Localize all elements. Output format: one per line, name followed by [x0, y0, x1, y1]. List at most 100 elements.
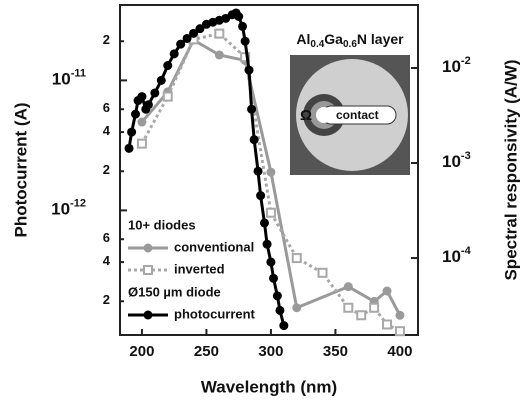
marker [156, 75, 166, 85]
marker [244, 65, 254, 75]
marker [240, 52, 251, 63]
marker [275, 305, 285, 315]
marker [382, 319, 393, 330]
marker [143, 243, 153, 253]
tick-label-exponent: -11 [71, 67, 86, 79]
marker [130, 109, 140, 119]
marker [343, 302, 354, 313]
marker [382, 286, 392, 296]
marker [291, 253, 302, 264]
marker [249, 135, 259, 145]
x-tick-label: 400 [387, 343, 412, 360]
marker [262, 239, 272, 249]
marker [137, 117, 147, 127]
tick-label: 2 [103, 293, 110, 308]
x-tick-label: 300 [258, 343, 283, 360]
tick-label-base: 4 [103, 254, 111, 269]
x-tick-label: 250 [194, 343, 219, 360]
x-axis-label: Wavelength (nm) [201, 377, 337, 396]
marker [356, 310, 367, 321]
tick-label: 10-2 [442, 55, 471, 77]
marker [256, 191, 266, 201]
marker [163, 61, 173, 71]
y2-axis-label: Spectral responsivity (A/W) [501, 59, 520, 280]
marker [369, 302, 380, 313]
legend-header: 10+ diodes [128, 217, 196, 232]
marker [136, 138, 147, 149]
tick-label-base: 10 [442, 153, 461, 172]
inset-omega: Ω [300, 107, 312, 124]
tick-label-base: 2 [103, 33, 110, 48]
marker [253, 166, 263, 176]
tick-label-base: 6 [103, 101, 110, 116]
y-axis-label: Photocurrent (A) [11, 102, 30, 237]
inset-title-part: Ga [324, 31, 343, 47]
legend-label: photocurrent [174, 306, 256, 321]
legend-label: inverted [174, 261, 225, 276]
tick-label: 10-12 [51, 197, 86, 219]
marker [182, 33, 192, 43]
marker [214, 50, 224, 60]
inset-title-sub: 0.6 [343, 39, 357, 50]
inset-title-part: Al [296, 31, 310, 47]
marker [214, 28, 225, 39]
x-tick-label: 350 [323, 343, 348, 360]
tick-label-base: 10 [51, 200, 70, 219]
tick-label-base: 2 [103, 293, 110, 308]
tick-label-base: 4 [103, 124, 111, 139]
inset-contact-label: contact [336, 108, 379, 122]
tick-label-exponent: -12 [70, 197, 86, 209]
marker [238, 21, 248, 31]
inset-title: Al0.4Ga0.6N layer [296, 31, 404, 50]
marker [272, 291, 282, 301]
marker [189, 28, 199, 38]
legend-item: conventional [128, 239, 254, 254]
marker [143, 265, 153, 275]
marker [317, 267, 328, 278]
marker [292, 303, 302, 313]
marker [234, 11, 244, 21]
tick-label: 2 [103, 33, 110, 48]
tick-label: 6 [103, 231, 110, 246]
marker [127, 127, 137, 137]
tick-label: 4 [103, 124, 111, 139]
marker [162, 91, 173, 102]
tick-label-base: 10 [52, 70, 71, 89]
inset: Ω contact Al0.4Ga0.6N layer [290, 31, 410, 175]
legend-header: Ø150 µm diode [128, 284, 221, 299]
tick-label-base: 6 [103, 231, 110, 246]
marker [343, 282, 353, 292]
marker [279, 321, 289, 331]
legend-item: inverted [128, 261, 225, 276]
inset-title-sub: 0.4 [310, 39, 324, 50]
tick-label: 4 [103, 254, 111, 269]
tick-label-exponent: -4 [461, 245, 472, 257]
marker [143, 100, 153, 110]
marker [137, 92, 147, 102]
marker [176, 39, 186, 49]
tick-label: 10-4 [442, 245, 472, 267]
tick-label: 10-11 [52, 67, 86, 89]
marker [124, 143, 134, 153]
inset-contact [316, 107, 332, 123]
marker [266, 257, 276, 267]
tick-label-exponent: -2 [461, 55, 471, 67]
marker [395, 310, 405, 320]
marker [247, 104, 257, 114]
legend-label: conventional [174, 239, 254, 254]
marker [259, 218, 269, 228]
tick-label-base: 2 [103, 163, 110, 178]
inset-title-part: N layer [357, 31, 404, 47]
tick-label-base: 10 [442, 248, 461, 267]
marker [269, 273, 279, 283]
tick-label-exponent: -3 [461, 150, 471, 162]
tick-label-base: 10 [442, 57, 461, 76]
marker [240, 36, 250, 46]
tick-label: 10-3 [442, 150, 471, 172]
marker [143, 310, 153, 320]
marker [394, 326, 405, 337]
marker [266, 167, 276, 177]
marker [195, 24, 205, 34]
tick-label: 6 [103, 101, 110, 116]
